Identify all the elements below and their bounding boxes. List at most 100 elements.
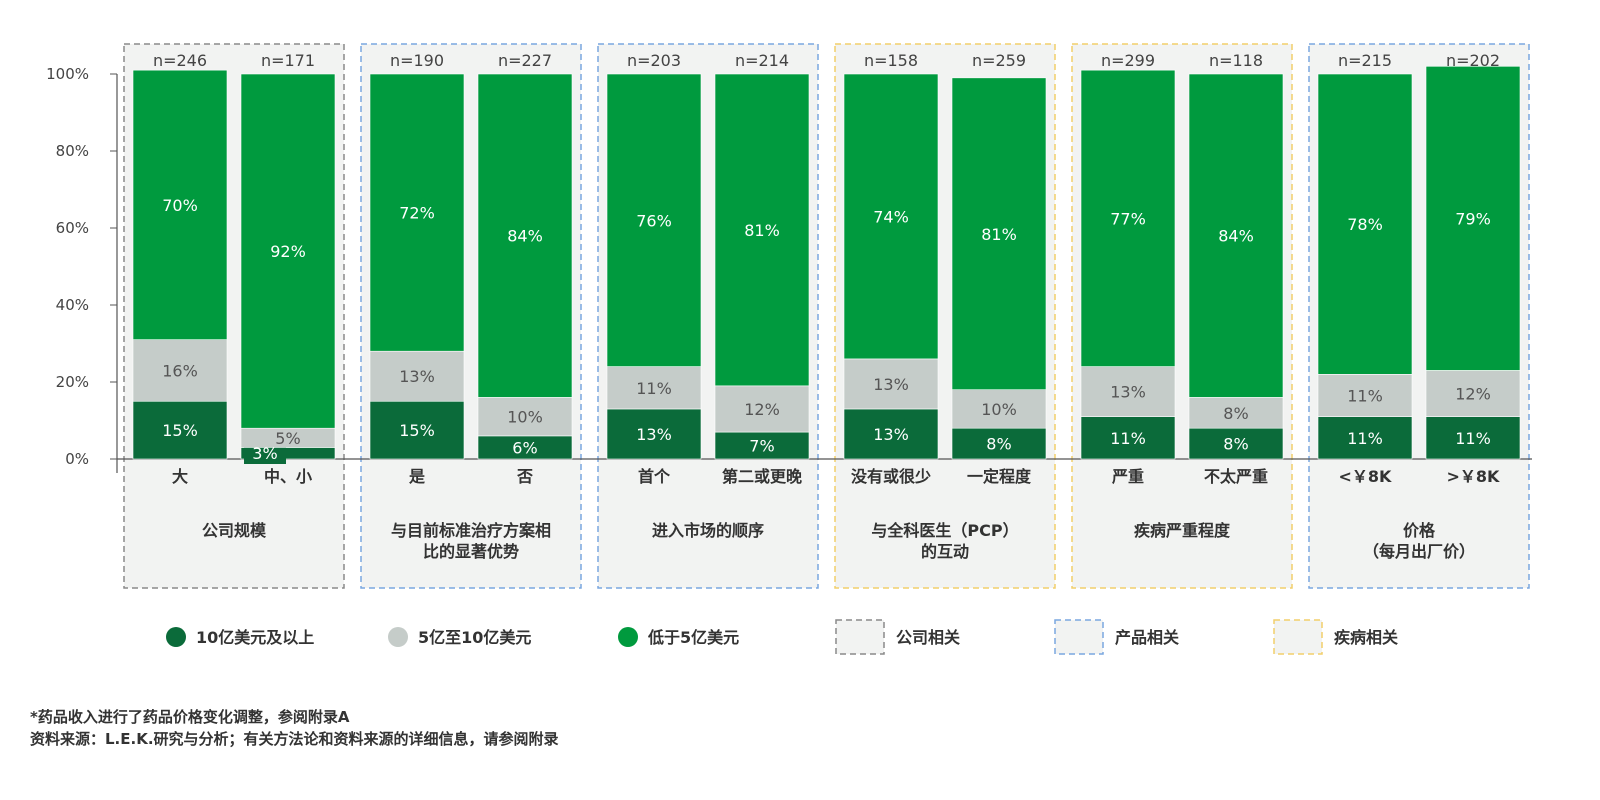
bar-segment <box>1188 397 1284 429</box>
bar-segment <box>1317 373 1413 417</box>
x-tick-label: >￥8K <box>1447 467 1501 486</box>
bar-segment <box>714 385 810 433</box>
category-legend-label: 产品相关 <box>1115 628 1179 647</box>
x-tick-label: 中、小 <box>264 467 312 486</box>
bar-segment <box>714 431 810 460</box>
sample-size-label: n=246 <box>153 51 207 70</box>
bar-segment <box>132 69 228 340</box>
data-label: 8% <box>1223 404 1248 423</box>
data-label: 8% <box>986 435 1011 454</box>
data-label: 8% <box>1223 435 1248 454</box>
data-label: 15% <box>162 421 198 440</box>
data-label: 13% <box>873 375 909 394</box>
sample-size-label: n=190 <box>390 51 444 70</box>
data-label: 79% <box>1455 209 1491 228</box>
bar-segment <box>606 408 702 460</box>
footnote-source: 资料来源：L.E.K.研究与分析；有关方法论和资料来源的详细信息，请参阅附录 <box>30 730 559 748</box>
data-label: 81% <box>744 221 780 240</box>
group-title: 的互动 <box>921 542 969 561</box>
bar-segment <box>1425 416 1521 460</box>
data-label: 13% <box>636 425 672 444</box>
data-label: 13% <box>1110 383 1146 402</box>
bar-segment <box>369 73 465 352</box>
sample-size-label: n=203 <box>627 51 681 70</box>
legend-marker <box>388 627 408 647</box>
data-label: 6% <box>512 438 537 457</box>
data-label: 11% <box>1347 429 1383 448</box>
data-label: 10% <box>507 408 543 427</box>
x-tick-label: 大 <box>172 467 188 486</box>
data-label: 12% <box>744 400 780 419</box>
bar-segment <box>1188 427 1284 460</box>
data-label: 11% <box>636 379 672 398</box>
data-label: 81% <box>981 225 1017 244</box>
sample-size-label: n=202 <box>1446 51 1500 70</box>
y-tick-label: 20% <box>56 373 89 391</box>
bar-segment <box>1080 366 1176 417</box>
y-tick-label: 60% <box>56 219 89 237</box>
bar-segment <box>951 77 1047 391</box>
x-tick-label: 一定程度 <box>967 467 1032 486</box>
sample-size-label: n=215 <box>1338 51 1392 70</box>
sample-size-label: n=158 <box>864 51 918 70</box>
y-tick-label: 100% <box>46 65 89 83</box>
bar-segment <box>477 397 573 437</box>
data-label: 12% <box>1455 385 1491 404</box>
x-tick-label: 否 <box>516 467 533 486</box>
bar-segment <box>606 366 702 410</box>
data-label: 13% <box>399 367 435 386</box>
y-tick-label: 0% <box>65 450 89 468</box>
legend-label: 10亿美元及以上 <box>196 628 314 647</box>
category-legend-swatch <box>835 619 885 655</box>
bar-segment <box>951 389 1047 429</box>
category-legend-swatch <box>1054 619 1104 655</box>
bar-segment <box>714 73 810 387</box>
data-label: 92% <box>270 242 306 261</box>
data-label: 78% <box>1347 215 1383 234</box>
bar-segment <box>1188 73 1284 398</box>
x-tick-label: 是 <box>408 467 425 486</box>
x-tick-label: 首个 <box>638 467 671 486</box>
footnote-adjustment: *药品收入进行了药品价格变化调整，参阅附录A <box>30 708 350 726</box>
data-label: 3% <box>252 444 277 463</box>
group-title: 价格 <box>1403 521 1436 540</box>
x-tick-label: 严重 <box>1111 467 1144 486</box>
bar-segment <box>1080 69 1176 367</box>
bar-segment <box>1080 416 1176 460</box>
sample-size-label: n=118 <box>1209 51 1263 70</box>
y-tick-label: 40% <box>56 296 89 314</box>
bar-segment <box>843 408 939 460</box>
data-label: 5% <box>275 429 300 448</box>
data-label: 77% <box>1110 209 1146 228</box>
data-label: 70% <box>162 196 198 215</box>
sample-size-label: n=171 <box>261 51 315 70</box>
bar-segment <box>132 339 228 402</box>
x-tick-label: 第二或更晚 <box>722 467 802 486</box>
data-label: 74% <box>873 207 909 226</box>
y-tick-label: 80% <box>56 142 89 160</box>
data-label: 7% <box>749 437 774 456</box>
bar-segment <box>1425 66 1521 371</box>
bar-segment <box>843 73 939 360</box>
data-label: 10% <box>981 400 1017 419</box>
bar-segment <box>951 427 1047 460</box>
data-label: 76% <box>636 211 672 230</box>
category-legend-label: 疾病相关 <box>1334 628 1398 647</box>
x-tick-label: 不太严重 <box>1204 467 1268 486</box>
data-label: 15% <box>399 421 435 440</box>
data-label: 11% <box>1110 429 1146 448</box>
data-label: 84% <box>507 227 543 246</box>
group-title: 与目前标准治疗方案相 <box>391 521 551 540</box>
bar-segment <box>369 350 465 402</box>
group-title: 与全科医生（PCP） <box>871 521 1018 540</box>
data-label: 11% <box>1347 386 1383 405</box>
sample-size-label: n=214 <box>735 51 789 70</box>
data-label: 72% <box>399 204 435 223</box>
legend-marker <box>166 627 186 647</box>
data-label: 84% <box>1218 227 1254 246</box>
x-tick-label: <￥8K <box>1339 467 1393 486</box>
data-label: 16% <box>162 361 198 380</box>
bar-segment <box>477 73 573 398</box>
sample-size-label: n=299 <box>1101 51 1155 70</box>
